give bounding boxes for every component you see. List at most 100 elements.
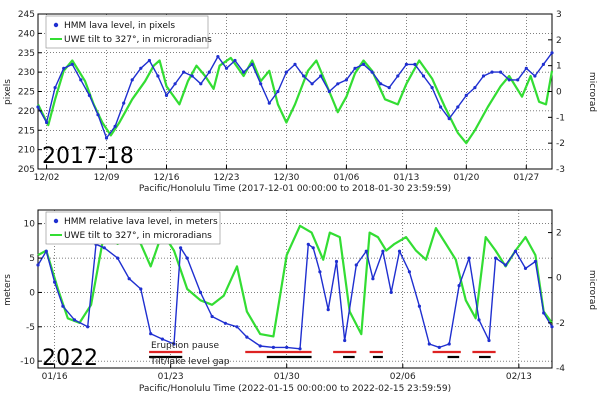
- panel-2017-18: 12/02 12/09 12/16 12/23 12/30 01/06 01/13 01/20…: [3, 10, 597, 194]
- series-point-lava: [298, 347, 302, 351]
- x-tick-label: 12/16: [154, 173, 180, 183]
- y-tick-label-left: 225: [18, 88, 35, 98]
- series-point-lava: [79, 78, 83, 82]
- series-point-lava: [334, 259, 339, 264]
- series-point-lava: [233, 58, 237, 63]
- x-tick-label: 01/16: [42, 372, 68, 382]
- y-tick-label-right: -2: [556, 139, 565, 149]
- series-point-lava: [185, 256, 189, 260]
- series-point-lava: [481, 74, 486, 78]
- series-point-lava: [102, 246, 106, 250]
- eruption-pause-label: Eruption pause: [151, 341, 220, 351]
- x-tick-label: 01/06: [333, 173, 359, 183]
- series-point-lava: [207, 70, 211, 74]
- series-point-lava: [306, 242, 310, 246]
- series-point-lava: [36, 105, 40, 109]
- series-point-lava: [533, 259, 538, 264]
- y-tick-label-right: 1: [556, 62, 562, 72]
- series-point-lava: [542, 311, 546, 315]
- series-point-lava: [271, 345, 275, 349]
- series-point-lava: [447, 342, 451, 346]
- series-point-lava: [86, 325, 90, 329]
- series-point-lava: [139, 66, 143, 70]
- legend-label-tilt: UWE tilt to 327°, in microradians: [64, 35, 212, 45]
- series-point-lava: [456, 105, 460, 109]
- x-tick-label: 12/02: [34, 173, 60, 183]
- legend-label-lava: HMM relative lava level, in meters: [64, 217, 218, 227]
- series-point-lava: [182, 70, 186, 74]
- series-point-lava: [381, 249, 385, 253]
- series-point-lava: [354, 263, 358, 267]
- series-point-lava: [327, 89, 331, 94]
- series-point-lava: [318, 270, 322, 274]
- x-tick-label: 01/30: [274, 372, 300, 382]
- series-point-lava: [62, 66, 66, 70]
- series-point-lava: [173, 82, 177, 86]
- series-point-lava: [147, 58, 151, 63]
- series-point-lava: [361, 62, 366, 66]
- series-point-lava: [139, 287, 143, 291]
- series-point-lava: [490, 70, 494, 74]
- legend: HMM relative lava level, in meters UWE t…: [45, 211, 221, 245]
- series-point-lava: [487, 338, 491, 343]
- series-point-lava: [44, 249, 48, 253]
- series-point-lava: [72, 318, 77, 322]
- legend-label-lava: HMM lava level, in pixels: [64, 21, 175, 31]
- series-point-lava: [210, 314, 214, 319]
- series-point-lava: [397, 249, 402, 253]
- series-point-lava: [224, 66, 229, 70]
- x-axis-label: Pacific/Honolulu Time (2022-01-15 00:00:…: [139, 384, 451, 394]
- series-point-lava: [45, 120, 49, 125]
- series-point-lava: [513, 249, 518, 253]
- x-tick-label: 01/13: [393, 173, 419, 183]
- series-point-lava: [164, 93, 169, 97]
- series-point-lava: [326, 308, 330, 312]
- series-point-lava: [310, 82, 314, 86]
- series-point-lava: [336, 82, 340, 86]
- x-tick-label: 01/27: [513, 173, 539, 183]
- series-point-lava: [190, 74, 194, 78]
- legend-marker-lava: [53, 218, 59, 224]
- panel-2022: 01/16 01/23 01/30 02/06 02/13 -10 -5 0 5 10 -4 -2 0 2…: [3, 209, 597, 394]
- series-point-lava: [53, 86, 57, 90]
- series-point-lava: [96, 113, 100, 117]
- series-point-lava: [258, 344, 262, 348]
- series-point-lava: [524, 66, 528, 70]
- series-point-lava: [235, 325, 239, 329]
- series-point-lava: [179, 246, 183, 250]
- y-tick-label-left: 0: [29, 288, 35, 298]
- series-point-lava: [285, 345, 289, 349]
- y-axis-label-right: microrad: [587, 72, 597, 112]
- series-point-lava: [156, 74, 160, 78]
- y-axis-label-left: pixels: [3, 79, 13, 105]
- series-point-lava: [104, 136, 109, 140]
- y-tick-label-right: -1: [556, 113, 565, 123]
- x-tick-label: 12/09: [94, 173, 120, 183]
- series-point-lava: [499, 70, 503, 74]
- series-point-lava: [504, 263, 508, 267]
- legend-box: [45, 211, 221, 245]
- legend-box: [45, 15, 209, 49]
- series-point-lava: [477, 318, 481, 322]
- series-point-lava: [370, 70, 374, 74]
- series-point-lava: [276, 89, 280, 94]
- x-tick-label: 01/20: [453, 173, 479, 183]
- series-point-lava: [379, 82, 383, 86]
- series-point-lava: [198, 290, 203, 294]
- series-point-lava: [245, 335, 249, 339]
- series-point-lava: [464, 93, 468, 97]
- series-point-lava: [457, 284, 461, 288]
- series-point-lava: [417, 304, 421, 308]
- y-tick-label-left: 210: [18, 146, 35, 156]
- series-point-lava: [343, 338, 347, 343]
- legend-label-tilt: UWE tilt to 327°, in microradians: [64, 231, 212, 241]
- series-point-lava: [87, 93, 91, 97]
- gap-label: Tilt/lake level gap: [149, 357, 230, 367]
- series-point-lava: [507, 78, 511, 82]
- y-tick-label-left: -5: [26, 323, 35, 333]
- series-point-lava: [319, 74, 323, 78]
- series-point-lava: [223, 321, 227, 325]
- series-point-lava: [149, 332, 153, 336]
- series-point-lava: [407, 270, 411, 274]
